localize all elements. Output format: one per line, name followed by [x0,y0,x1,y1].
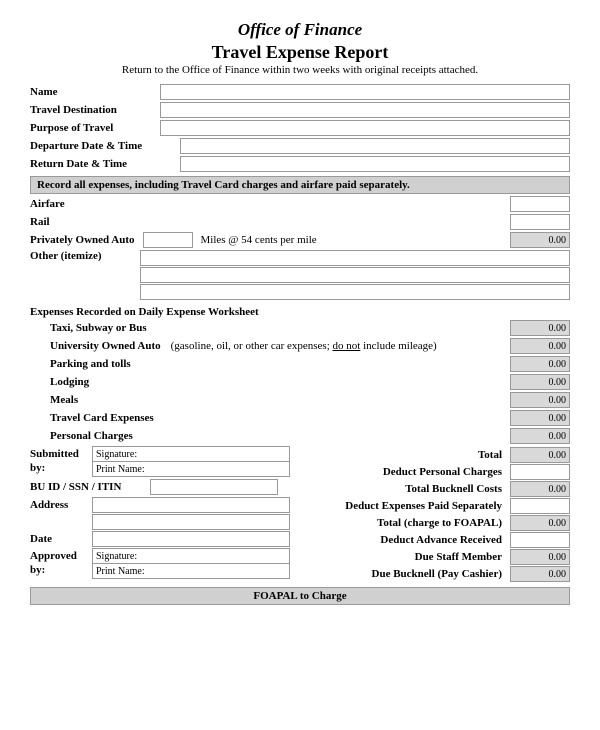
univ-auto-label: University Owned Auto [50,340,161,352]
card-label: Travel Card Expenses [50,412,154,424]
total-foapal-amount: 0.00 [510,515,570,531]
foapal-banner: FOAPAL to Charge [30,587,570,605]
due-staff-amount: 0.00 [510,549,570,565]
approved-signature[interactable]: Signature: [92,548,290,564]
destination-label: Travel Destination [30,104,160,116]
daily-header: Expenses Recorded on Daily Expense Works… [30,306,570,318]
office-name: Office of Finance [30,20,570,40]
total-bucknell-amount: 0.00 [510,481,570,497]
destination-input[interactable] [160,102,570,118]
meals-label: Meals [50,394,78,406]
report-subtitle: Return to the Office of Finance within t… [30,64,570,76]
parking-amount: 0.00 [510,356,570,372]
meals-amount: 0.00 [510,392,570,408]
date-label: Date [30,533,92,545]
taxi-amount: 0.00 [510,320,570,336]
due-bucknell-amount: 0.00 [510,566,570,582]
personal-label: Personal Charges [50,430,133,442]
deduct-sep-amount[interactable] [510,498,570,514]
address-label: Address [30,499,92,511]
report-title: Travel Expense Report [30,42,570,63]
univ-auto-amount: 0.00 [510,338,570,354]
purpose-label: Purpose of Travel [30,122,160,134]
buid-input[interactable] [150,479,278,495]
name-input[interactable] [160,84,570,100]
submitted-signature[interactable]: Signature: [92,446,290,462]
deduct-sep-label: Deduct Expenses Paid Separately [296,500,510,512]
approved-label: Approved by: [30,548,92,579]
submitted-label: Submitted by: [30,446,92,477]
taxi-label: Taxi, Subway or Bus [50,322,147,334]
lodging-label: Lodging [50,376,89,388]
airfare-amount[interactable] [510,196,570,212]
submitted-print[interactable]: Print Name: [92,461,290,477]
date-input[interactable] [92,531,290,547]
departure-input[interactable] [180,138,570,154]
deduct-adv-amount[interactable] [510,532,570,548]
airfare-label: Airfare [30,198,110,210]
rail-amount[interactable] [510,214,570,230]
univ-auto-note: (gasoline, oil, or other car expenses; d… [171,340,437,352]
total-label: Total [296,449,510,461]
other-label: Other (itemize) [30,250,140,266]
buid-label: BU ID / SSN / ITIN [30,481,150,493]
address-input-1[interactable] [92,497,290,513]
rail-label: Rail [30,216,110,228]
other-input-3[interactable] [140,284,570,300]
deduct-personal-amount[interactable] [510,464,570,480]
form-header: Office of Finance Travel Expense Report … [30,20,570,76]
return-label: Return Date & Time [30,158,180,170]
card-amount: 0.00 [510,410,570,426]
address-input-2[interactable] [92,514,290,530]
total-foapal-label: Total (charge to FOAPAL) [296,517,510,529]
other-input-2[interactable] [140,267,570,283]
return-input[interactable] [180,156,570,172]
name-label: Name [30,86,160,98]
expense-banner: Record all expenses, including Travel Ca… [30,176,570,194]
miles-rate: Miles @ 54 cents per mile [201,234,317,246]
auto-label: Privately Owned Auto [30,234,135,246]
auto-amount: 0.00 [510,232,570,248]
personal-amount: 0.00 [510,428,570,444]
miles-input[interactable] [143,232,193,248]
due-staff-label: Due Staff Member [296,551,510,563]
total-amount: 0.00 [510,447,570,463]
parking-label: Parking and tolls [50,358,131,370]
departure-label: Departure Date & Time [30,140,180,152]
deduct-adv-label: Deduct Advance Received [296,534,510,546]
approved-print[interactable]: Print Name: [92,563,290,579]
purpose-input[interactable] [160,120,570,136]
other-input-1[interactable] [140,250,570,266]
total-bucknell-label: Total Bucknell Costs [296,483,510,495]
lodging-amount: 0.00 [510,374,570,390]
due-bucknell-label: Due Bucknell (Pay Cashier) [296,568,510,580]
deduct-personal-label: Deduct Personal Charges [296,466,510,478]
